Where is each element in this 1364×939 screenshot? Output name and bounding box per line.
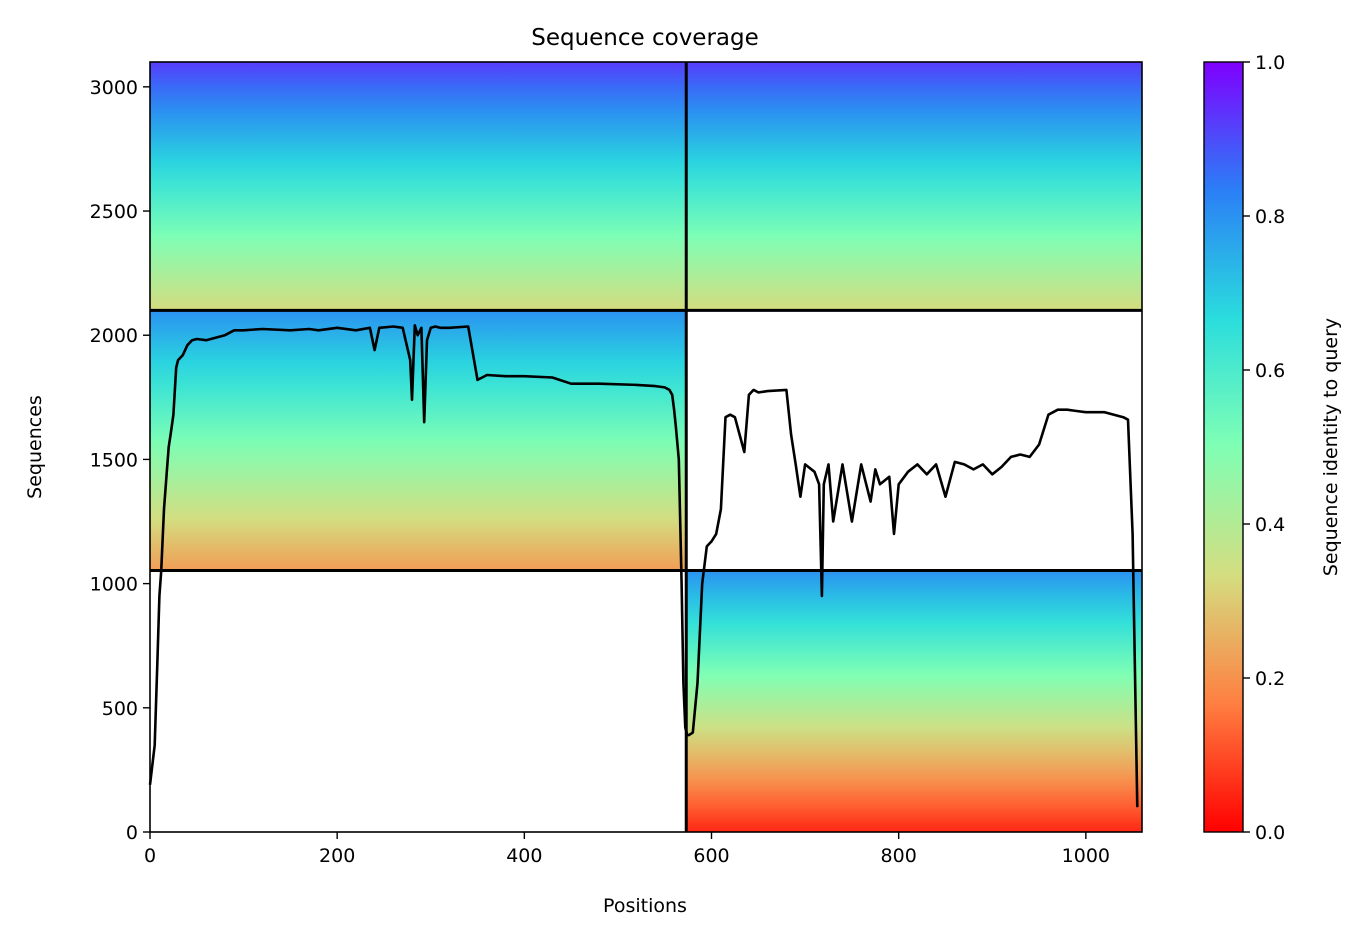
- x-tick-label: 0: [144, 845, 156, 867]
- heatmap-block-3: [150, 310, 687, 571]
- plot-axes: 0 200 400 600 800 1000 0 500 1000 1500 2000 2500 300…: [90, 61, 1143, 867]
- colorbar-tick-label: 0.8: [1255, 206, 1285, 228]
- colorbar-tick-label: 0.0: [1255, 822, 1285, 844]
- colorbar-label: Sequence identity to query: [1320, 318, 1342, 576]
- colorbar-tick-label: 0.4: [1255, 514, 1285, 536]
- heatmap-block-2: [686, 62, 1142, 311]
- colorbar-tick-label: 0.2: [1255, 668, 1285, 690]
- y-tick-label: 1500: [90, 449, 138, 471]
- y-tick-label: 3000: [90, 77, 138, 99]
- colorbar: 0.0 0.2 0.4 0.6 0.8 1.0: [1203, 52, 1285, 844]
- heatmap-blocks: [150, 62, 1142, 832]
- x-tick-label: 600: [693, 845, 729, 867]
- y-axis-label: Sequences: [24, 395, 46, 499]
- y-tick-label: 2500: [90, 201, 138, 223]
- x-tick-label: 800: [881, 845, 917, 867]
- x-tick-label: 1000: [1062, 845, 1110, 867]
- colorbar-tick-label: 0.6: [1255, 360, 1285, 382]
- x-tick-label: 400: [506, 845, 542, 867]
- plot-frame: [149, 61, 1143, 833]
- x-axis-label: Positions: [603, 895, 687, 917]
- y-tick-label: 2000: [90, 325, 138, 347]
- heatmap-block-4: [686, 570, 1142, 832]
- colorbar-tick-label: 1.0: [1255, 52, 1285, 74]
- y-tick-label: 500: [102, 698, 138, 720]
- y-tick-label: 1000: [90, 574, 138, 596]
- chart-title: Sequence coverage: [531, 25, 759, 51]
- x-tick-label: 200: [319, 845, 355, 867]
- y-tick-label: 0: [126, 822, 138, 844]
- heatmap-block-1: [150, 62, 687, 311]
- colorbar-gradient: [1203, 61, 1244, 833]
- block-dividers: [150, 62, 1142, 832]
